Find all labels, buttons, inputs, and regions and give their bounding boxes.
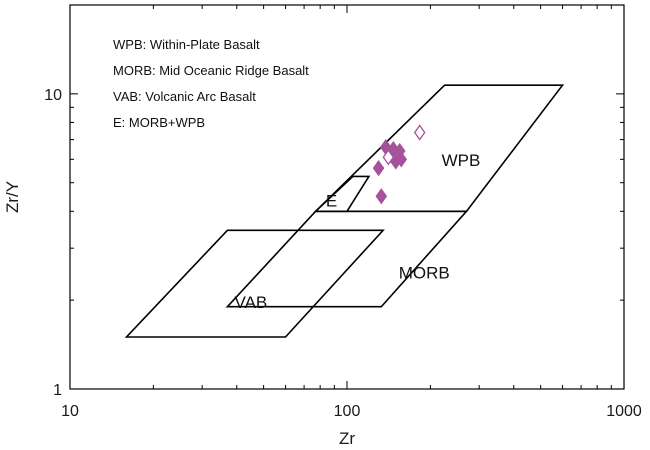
x-axis-label: Zr (339, 429, 355, 448)
x-tick-label: 1000 (606, 403, 642, 420)
tectonic-fields: WPB MORB VAB E (124, 84, 565, 338)
field-morb-outline (225, 210, 469, 308)
y-axis-label: Zr/Y (3, 181, 22, 213)
field-label-morb: MORB (399, 264, 450, 283)
data-point-7 (372, 160, 385, 177)
data-point-8 (375, 188, 388, 205)
legend-item: WPB: Within-Plate Basalt (113, 37, 260, 52)
y-tick-label: 1 (53, 382, 62, 399)
field-label-wpb: WPB (442, 151, 481, 170)
field-e-outline (313, 175, 371, 213)
axis-tick-labels: 10 100 1000 1 10 (44, 87, 642, 420)
data-point-6 (387, 140, 400, 158)
field-label-vab: VAB (235, 293, 268, 312)
legend-item: MORB: Mid Oceanic Ridge Basalt (113, 63, 309, 78)
data-point-10 (413, 124, 426, 141)
axis-ticks (69, 4, 625, 390)
field-vab-outline (124, 229, 385, 338)
legend-item: VAB: Volcanic Arc Basalt (113, 89, 256, 104)
field-wpb-outline (313, 84, 565, 213)
legend: WPB: Within-Plate Basalt MORB: Mid Oceani… (113, 37, 309, 130)
data-point-9 (382, 149, 395, 166)
y-tick-label: 10 (44, 87, 62, 104)
x-tick-label: 10 (61, 403, 79, 420)
legend-item: E: MORB+WPB (113, 115, 205, 130)
field-label-e: E (326, 191, 337, 210)
sample-points (372, 124, 426, 205)
x-tick-label: 100 (334, 403, 361, 420)
data-point-5 (395, 151, 408, 168)
